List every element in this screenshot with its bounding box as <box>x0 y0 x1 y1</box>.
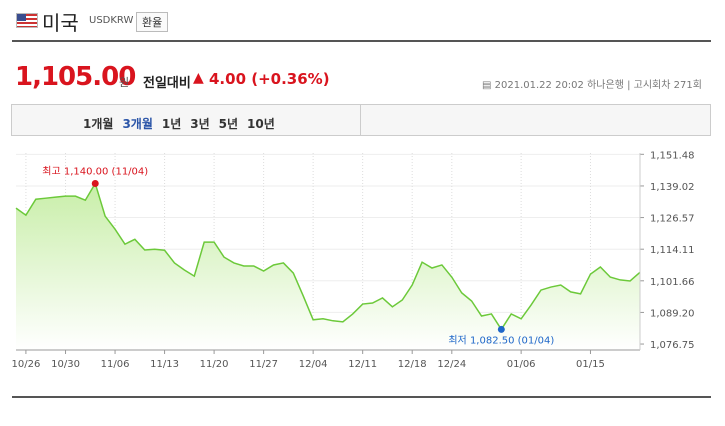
extreme-point <box>91 179 99 187</box>
change: 4.00 (+0.36%) <box>209 70 330 88</box>
tab[interactable]: 1개월 <box>83 117 114 131</box>
x-tick-label: 12/04 <box>299 359 328 370</box>
extreme-point <box>497 325 505 333</box>
area <box>16 183 640 350</box>
tabs: 1개월 3개월 1년 3년 5년 10년 <box>83 113 284 132</box>
tab[interactable]: 3년 <box>190 117 210 131</box>
x-tick-label: 12/24 <box>437 359 466 370</box>
x-tick-label: 12/18 <box>398 359 427 370</box>
x-tick-label: 01/06 <box>507 359 536 370</box>
round: 고시회차 271회 <box>633 80 702 91</box>
x-tick-label: 01/15 <box>576 359 605 370</box>
up-arrow: ▲ <box>193 70 204 86</box>
tab-bar: 1개월 3개월 1년 3년 5년 10년 <box>11 104 711 136</box>
y-tick-label: 1,076.75 <box>650 340 695 351</box>
y-tick-label: 1,126.57 <box>650 214 695 225</box>
flag <box>16 13 38 28</box>
datetime: 2021.01.22 20:02 <box>494 80 584 91</box>
y-tick-label: 1,089.20 <box>650 308 695 319</box>
x-tick-label: 11/20 <box>200 359 229 370</box>
change-pct: (+0.36%) <box>251 70 330 88</box>
x-tick-label: 11/27 <box>249 359 278 370</box>
code: USDKRW <box>89 15 134 26</box>
y-tick-label: 1,114.11 <box>650 245 695 256</box>
x-tick-label: 10/30 <box>51 359 80 370</box>
country: 미국 <box>42 11 79 35</box>
line <box>15 181 641 331</box>
tab[interactable]: 10년 <box>247 117 275 131</box>
quote-info: ▤ 2021.01.22 20:02 하나은행 | 고시회차 271회 <box>482 80 702 91</box>
rate-button[interactable]: 환율 <box>136 12 169 32</box>
bank: 하나은행 <box>587 80 624 91</box>
annotation: 최저 1,082.50 (01/04) <box>448 334 554 346</box>
y-tick-label: 1,139.02 <box>650 182 695 193</box>
y-tick-label: 1,101.66 <box>650 277 695 288</box>
y-tick-label: 1,151.48 <box>650 150 695 161</box>
tab[interactable]: 5년 <box>218 117 239 131</box>
x-tick-label: 10/26 <box>11 359 40 370</box>
x-tick-label: 11/06 <box>101 359 130 370</box>
tab[interactable]: 1년 <box>161 117 182 131</box>
price: 1,105.00 <box>15 62 136 92</box>
change-label: 전일대비 <box>143 76 191 91</box>
tab-divider <box>360 105 361 135</box>
price-unit: 원 <box>119 76 130 89</box>
chart: 1,151.48 1,139.02 1,126.57 1,114.11 1,101.66… <box>11 150 695 370</box>
annotation: 최고 1,140.00 (11/04) <box>42 165 148 177</box>
tab[interactable]: 3개월 <box>122 117 153 131</box>
x-tick-label: 12/11 <box>348 359 377 370</box>
bottom-line <box>12 396 711 398</box>
x-tick-label: 11/13 <box>150 359 179 370</box>
change-value: 4.00 <box>209 70 247 88</box>
header-line <box>12 40 711 42</box>
